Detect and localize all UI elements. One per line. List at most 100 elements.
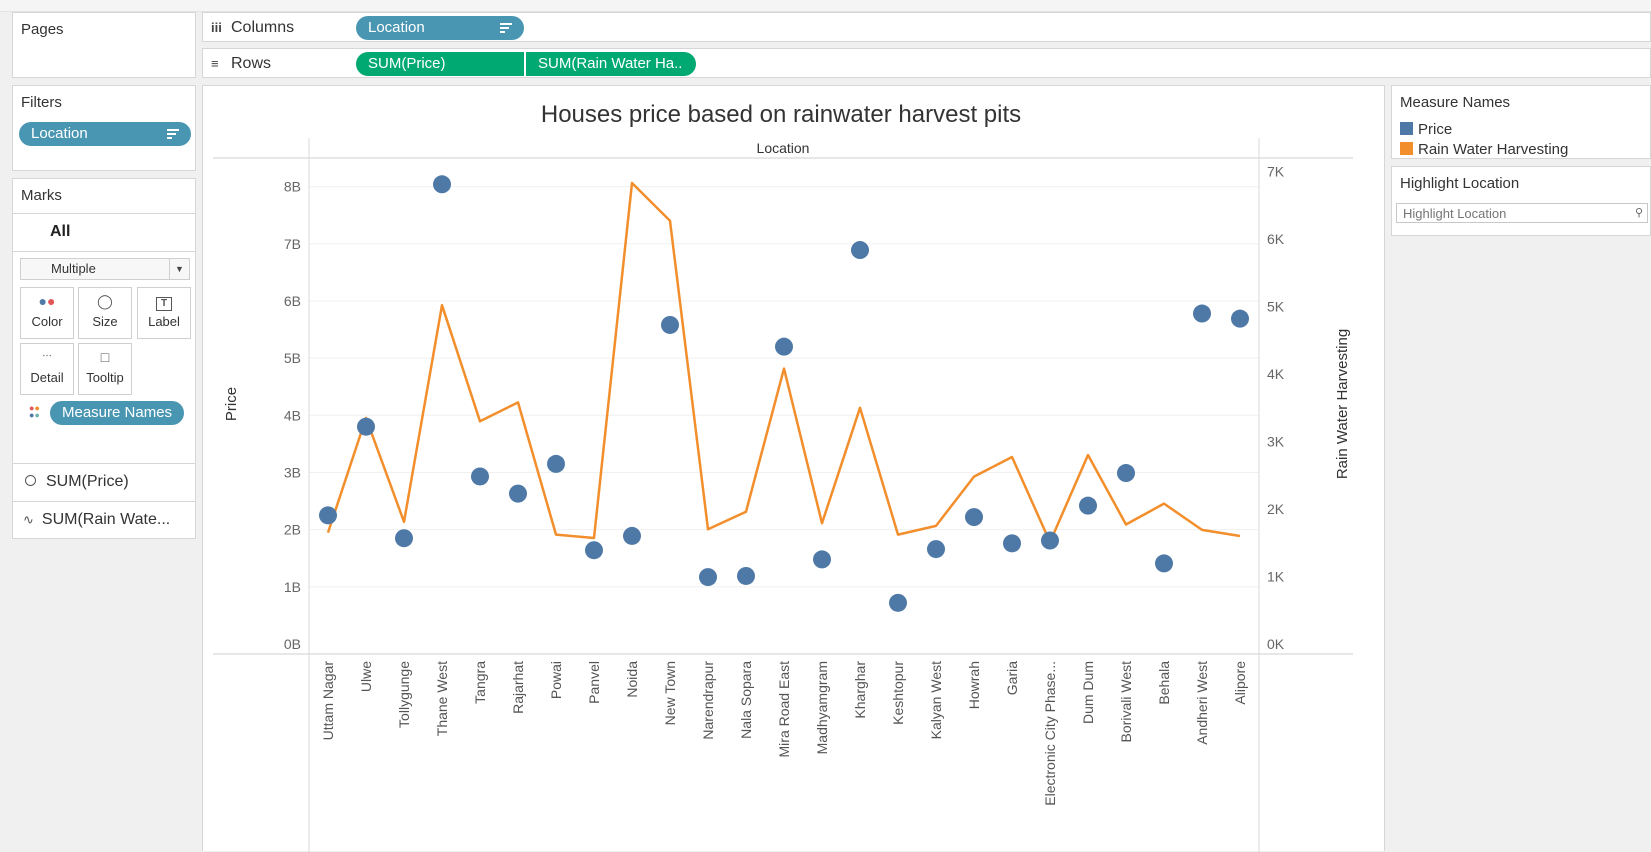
y-axis-label-price: Price [223, 387, 240, 421]
marks-card: Marks All Multiple ▼ ●● Color ◯ Size T L… [12, 178, 196, 539]
rows-shelf[interactable]: ≡ Rows SUM(Price) SUM(Rain Water Ha.. [202, 48, 1651, 78]
x-tick-label: Powai [548, 661, 564, 699]
mark-type-value: Multiple [51, 261, 96, 276]
location-header: Location [757, 140, 810, 156]
y-tick-label-right: 2K [1267, 501, 1285, 517]
x-tick-label: Electronic City Phase... [1042, 661, 1058, 806]
price-point [471, 467, 489, 486]
x-tick-label: Mira Road East [776, 661, 792, 758]
price-point [1003, 534, 1021, 553]
x-tick-label: New Town [662, 661, 678, 725]
x-tick-label: Noida [624, 661, 640, 698]
columns-label: Columns [231, 19, 295, 36]
line-mark-icon: ∿ [23, 512, 34, 527]
y-tick-label-left: 3B [284, 464, 301, 480]
measure-sum-rainwater[interactable]: ∿ SUM(Rain Wate... [23, 511, 171, 528]
highlight-search-box[interactable]: ⚲ [1396, 203, 1648, 223]
x-tick-label: Tollygunge [396, 661, 412, 728]
size-button[interactable]: ◯ Size [78, 287, 132, 339]
x-tick-label: Alipore [1232, 661, 1248, 705]
x-tick-label: Nala Sopara [738, 661, 754, 739]
x-tick-label: Rajarhat [510, 661, 526, 714]
label-icon: T [138, 288, 190, 314]
x-tick-label: Garia [1004, 661, 1020, 695]
columns-icon: iii [211, 20, 222, 35]
price-point [319, 506, 337, 525]
size-icon: ◯ [97, 293, 113, 309]
marks-all-tab[interactable]: All [50, 223, 71, 240]
sort-icon [500, 23, 512, 33]
columns-shelf[interactable]: iii Columns Location [202, 12, 1651, 42]
price-point [965, 508, 983, 527]
columns-location-pill[interactable]: Location [356, 16, 524, 40]
legend-item-rainwater[interactable]: Rain Water Harvesting [1400, 141, 1568, 158]
price-point [813, 550, 831, 569]
x-tick-label: Borivali West [1118, 661, 1134, 743]
price-point [1231, 309, 1249, 328]
x-tick-label: Andheri West [1194, 661, 1210, 745]
y-tick-label-right: 1K [1267, 569, 1285, 585]
price-point [1193, 304, 1211, 323]
detail-button[interactable]: ⋅⋅⋅ Detail [20, 343, 74, 395]
pages-shelf[interactable]: Pages [12, 12, 196, 78]
series-line-rain-water-harvesting [326, 181, 1241, 544]
x-tick-label: Uttam Nagar [320, 661, 336, 741]
color-icon: ●● [38, 293, 56, 309]
price-point [357, 417, 375, 436]
x-tick-label: Howrah [966, 661, 982, 709]
price-point [395, 529, 413, 548]
y-tick-label-left: 2B [284, 522, 301, 538]
y-tick-label-left: 1B [284, 579, 301, 595]
price-point [889, 593, 907, 612]
price-point [509, 484, 527, 503]
rows-icon: ≡ [211, 56, 219, 71]
x-tick-label: Tangra [472, 661, 488, 704]
filters-title: Filters [21, 94, 62, 111]
chart-title: Houses price based on rainwater harvest … [541, 101, 1021, 128]
rows-rainwater-pill[interactable]: SUM(Rain Water Ha.. [526, 52, 696, 76]
y-tick-label-right: 7K [1267, 164, 1285, 180]
chevron-down-icon: ▼ [169, 259, 189, 279]
label-button[interactable]: T Label [137, 287, 191, 339]
rows-label: Rows [231, 55, 272, 72]
price-point [1079, 496, 1097, 515]
measure-sum-price[interactable]: SUM(Price) [25, 473, 129, 491]
x-tick-label: Kalyan West [928, 661, 944, 739]
y-axis-label-rainwater: Rain Water Harvesting [1334, 329, 1351, 479]
measure-names-pill[interactable]: Measure Names [50, 401, 184, 425]
rows-price-pill[interactable]: SUM(Price) [356, 52, 524, 76]
filter-location-pill[interactable]: Location [19, 122, 191, 146]
y-tick-label-left: 4B [284, 407, 301, 423]
highlight-search-input[interactable] [1397, 204, 1617, 222]
x-tick-label: Ulwe [358, 661, 374, 692]
mark-type-dropdown[interactable]: Multiple ▼ [20, 258, 190, 280]
y-tick-label-right: 0K [1267, 636, 1285, 652]
price-point [661, 315, 679, 334]
price-point [737, 566, 755, 585]
price-point [1155, 554, 1173, 573]
price-point [775, 337, 793, 356]
x-tick-label: Thane West [434, 661, 450, 736]
y-tick-label-right: 6K [1267, 231, 1285, 247]
circle-mark-icon [25, 475, 36, 486]
detail-icon: ⋅⋅⋅ [42, 351, 52, 362]
color-button[interactable]: ●● Color [20, 287, 74, 339]
price-point [623, 526, 641, 545]
price-point [585, 541, 603, 560]
y-tick-label-right: 3K [1267, 434, 1285, 450]
x-tick-label: Narendrapur [700, 661, 716, 740]
chart-view[interactable]: Houses price based on rainwater harvest … [202, 85, 1385, 852]
price-point [851, 241, 869, 260]
price-point [699, 568, 717, 587]
price-point [1041, 531, 1059, 550]
sort-icon [167, 129, 179, 139]
legend-item-price[interactable]: Price [1400, 121, 1452, 138]
measure-names-color-icon: ●● ●● [29, 403, 40, 420]
legend-swatch-price [1400, 122, 1413, 135]
y-tick-label-right: 4K [1267, 366, 1285, 382]
search-icon: ⚲ [1634, 207, 1643, 219]
filters-shelf[interactable]: Filters Location [12, 85, 196, 171]
y-tick-label-left: 6B [284, 293, 301, 309]
tooltip-button[interactable]: □ Tooltip [78, 343, 132, 395]
marks-title: Marks [21, 187, 62, 204]
